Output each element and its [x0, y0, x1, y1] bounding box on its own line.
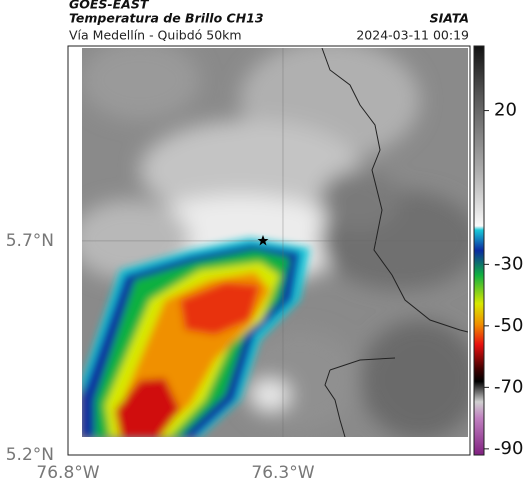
grid	[82, 48, 468, 437]
x-tick-label: 76.3°W	[251, 463, 314, 483]
x-tick-label: 76.8°W	[36, 463, 99, 483]
colorbar-tick-label: -30	[494, 253, 523, 274]
map-frame	[67, 45, 471, 456]
colorbar-tick-label: -90	[494, 438, 523, 459]
y-tick-label: 5.2°N	[6, 445, 54, 465]
region: Vía Medellín - Quibdó 50km	[69, 28, 242, 43]
colorbar-tick-label: -70	[494, 376, 523, 397]
colorbar-tick-label: 20	[494, 100, 517, 121]
border	[329, 357, 396, 371]
y-tick-label: 5.7°N	[6, 231, 54, 251]
colorbar	[473, 45, 485, 456]
colorbar-tick-label: -50	[494, 315, 523, 336]
border	[321, 48, 468, 333]
product: Temperatura de Brillo CH13	[69, 11, 264, 26]
satellite-image	[82, 48, 468, 437]
datetime: 2024-03-11 00:19	[356, 28, 469, 43]
border	[324, 369, 346, 437]
satellite: GOES-EAST	[69, 0, 150, 12]
location-marker	[257, 235, 269, 246]
source: SIATA	[430, 11, 469, 26]
